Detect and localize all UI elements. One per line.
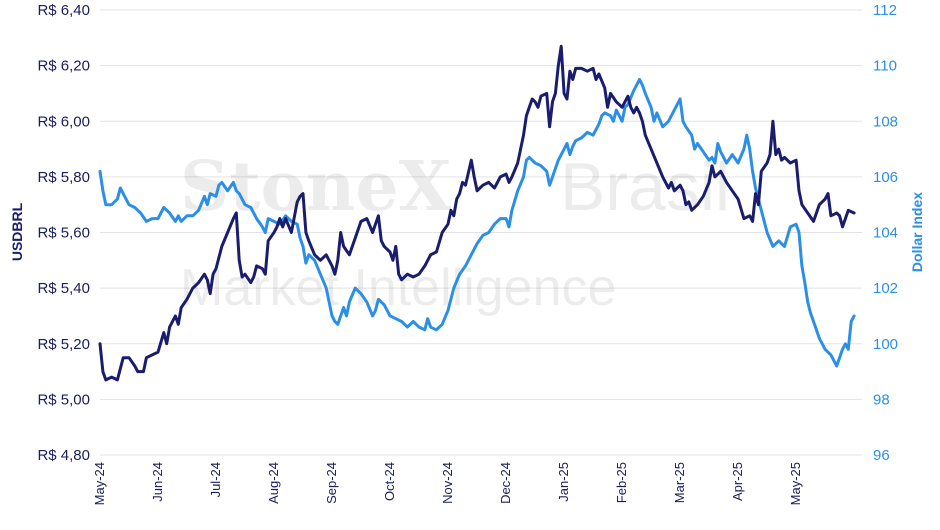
right-tick-label: 108 xyxy=(873,113,898,130)
x-axis-ticks: May-24 Jun-24 Jul-24 Aug-24 Sep-24 Oct-24 Nov-… xyxy=(92,462,803,505)
left-tick-label: R$ 5,40 xyxy=(37,280,90,297)
watermark-brand-suffix: Brasil xyxy=(560,149,730,225)
x-tick-label: May-25 xyxy=(788,462,803,505)
x-tick-label: May-24 xyxy=(92,462,107,505)
x-tick-label: Jan-25 xyxy=(556,462,571,502)
right-axis-title: Dollar Index xyxy=(909,192,925,272)
right-tick-label: 98 xyxy=(873,391,890,408)
x-tick-label: Apr-25 xyxy=(730,462,745,501)
gridlines xyxy=(100,9,862,456)
series-line-usdbrl xyxy=(98,44,856,382)
right-tick-label: 112 xyxy=(873,2,897,19)
left-tick-label: R$ 5,60 xyxy=(37,225,90,242)
left-tick-label: R$ 5,80 xyxy=(37,169,90,186)
right-tick-label: 106 xyxy=(873,169,898,186)
left-tick-label: R$ 6,20 xyxy=(37,58,90,75)
right-tick-label: 96 xyxy=(873,447,890,464)
x-tick-label: Nov-24 xyxy=(440,462,455,504)
left-tick-label: R$ 6,00 xyxy=(37,113,90,130)
watermark: StoneX Brasil Market Intelligence xyxy=(180,147,730,317)
x-tick-label: Jun-24 xyxy=(150,462,165,502)
series-layer xyxy=(98,44,856,382)
left-tick-label: R$ 4,80 xyxy=(37,447,90,464)
left-axis-title: USDBRL xyxy=(9,202,25,261)
left-tick-label: R$ 6,40 xyxy=(37,2,90,19)
x-tick-label: Dec-24 xyxy=(498,462,513,504)
left-tick-label: R$ 5,20 xyxy=(37,336,90,353)
x-tick-label: Feb-25 xyxy=(614,462,629,503)
right-tick-label: 100 xyxy=(873,336,898,353)
watermark-brand: StoneX xyxy=(180,147,452,227)
x-tick-label: Sep-24 xyxy=(324,462,339,504)
left-axis-ticks: R$ 4,80 R$ 5,00 R$ 5,20 R$ 5,40 R$ 5,60 R$ 5,… xyxy=(37,2,90,464)
right-tick-label: 104 xyxy=(873,225,898,242)
x-tick-label: Mar-25 xyxy=(672,462,687,503)
right-axis-ticks: 96 98 100 102 104 106 108 110 112 xyxy=(873,2,898,464)
right-tick-label: 110 xyxy=(873,58,897,75)
left-tick-label: R$ 5,00 xyxy=(37,391,90,408)
x-tick-label: Oct-24 xyxy=(382,462,397,501)
right-tick-label: 102 xyxy=(873,280,898,297)
x-tick-label: Aug-24 xyxy=(266,462,281,504)
series-line-dollar-index xyxy=(98,78,856,368)
x-tick-label: Jul-24 xyxy=(208,462,223,497)
